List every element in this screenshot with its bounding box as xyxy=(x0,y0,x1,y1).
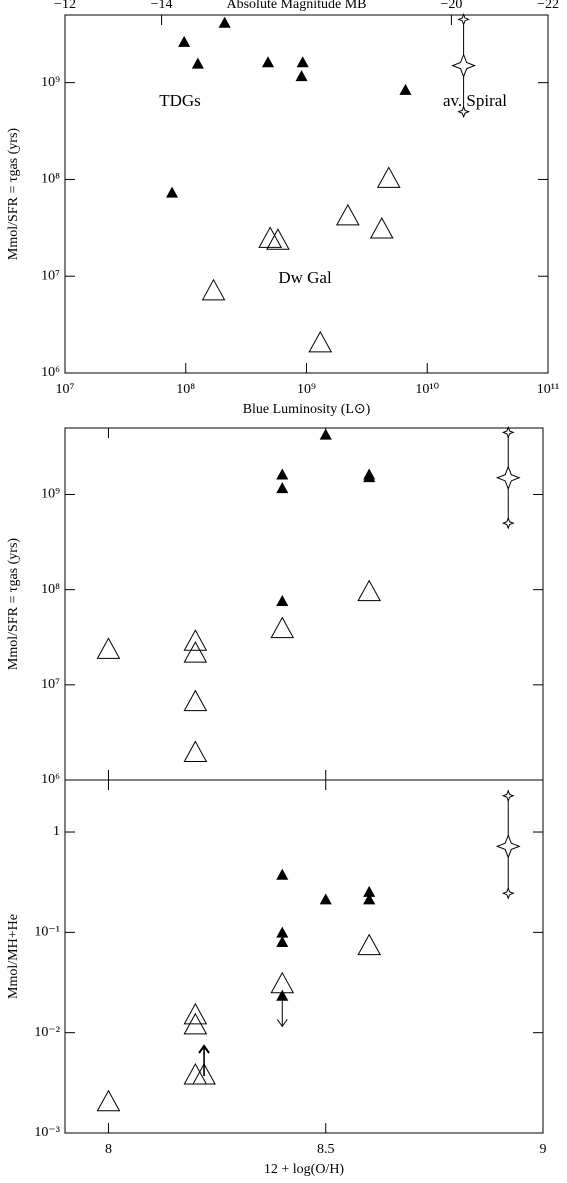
error-cap-high xyxy=(501,425,515,439)
point xyxy=(363,471,376,483)
point xyxy=(183,689,208,712)
y-tick-label: 10⁻¹ xyxy=(34,925,60,940)
point xyxy=(183,740,208,762)
point xyxy=(369,217,394,239)
annotation: TDGs xyxy=(159,91,201,110)
x-tick-label: 9 xyxy=(540,1142,547,1157)
point xyxy=(295,70,308,82)
point xyxy=(357,933,382,956)
x-tick-label: 8 xyxy=(105,1142,112,1157)
point xyxy=(218,16,231,28)
x-axis-title: 12 + log(O/H) xyxy=(264,1162,345,1177)
y-tick-label: 10⁷ xyxy=(41,677,60,692)
point xyxy=(363,893,376,905)
point xyxy=(276,594,289,606)
y-tick-label: 10⁷ xyxy=(41,268,60,283)
point xyxy=(183,1062,208,1085)
point xyxy=(308,330,333,353)
point xyxy=(336,203,360,226)
error-cap-low xyxy=(501,516,515,530)
y-tick-label: 10⁹ xyxy=(41,75,60,90)
point xyxy=(270,616,295,639)
error-cap-low xyxy=(457,105,470,119)
y-tick-label: 10⁸ xyxy=(41,172,60,187)
x2-tick-label: −12 xyxy=(54,0,76,12)
point xyxy=(258,226,282,248)
limit-arrow-head xyxy=(276,1019,288,1028)
x-tick-label: 10⁷ xyxy=(56,382,75,397)
annotation: av. Spiral xyxy=(443,91,507,110)
point xyxy=(261,56,275,68)
y-tick-label: 10⁸ xyxy=(41,582,60,597)
point xyxy=(96,1089,121,1112)
error-cap-low xyxy=(501,886,515,900)
x-axis-title: Blue Luminosity (L⊙) xyxy=(243,402,371,417)
point xyxy=(276,482,289,494)
y-tick-label: 10⁻³ xyxy=(34,1125,60,1140)
y-tick-label: 10⁶ xyxy=(41,365,60,380)
y-tick-label: 10⁹ xyxy=(41,487,60,502)
plot-frame xyxy=(64,779,544,1134)
point xyxy=(276,936,289,948)
point xyxy=(363,885,376,897)
y-axis-title: Mmol/MH+He xyxy=(6,914,21,999)
limit-arrow-head xyxy=(198,1044,210,1054)
point xyxy=(178,35,191,47)
y-axis-title: Mmol/SFR = τgas (yrs) xyxy=(6,128,21,260)
y-tick-label: 1 xyxy=(53,824,60,839)
x-tick-label: 10¹⁰ xyxy=(415,382,439,397)
x2-axis-title: Absolute Magnitude MB xyxy=(227,0,367,12)
plot-frame xyxy=(64,427,544,781)
point xyxy=(191,57,204,69)
x-tick-label: 8.5 xyxy=(317,1142,335,1157)
point xyxy=(357,579,382,602)
point xyxy=(451,53,476,78)
y-axis-title: Mmol/SFR = τgas (yrs) xyxy=(6,538,21,670)
y-tick-label: 10⁻² xyxy=(34,1025,60,1040)
point xyxy=(192,1062,216,1085)
x2-tick-label: −22 xyxy=(537,0,559,12)
x2-tick-label: −14 xyxy=(151,0,173,12)
point xyxy=(266,228,290,250)
point xyxy=(183,1012,208,1035)
point xyxy=(276,868,289,880)
x-tick-label: 10⁸ xyxy=(176,382,195,397)
point xyxy=(183,641,208,663)
plot-frame xyxy=(64,14,549,374)
point xyxy=(495,465,521,491)
x-tick-label: 10¹¹ xyxy=(537,382,559,397)
x-tick-label: 10⁹ xyxy=(297,382,316,397)
point xyxy=(165,186,179,198)
point xyxy=(399,83,412,95)
point xyxy=(276,468,289,480)
point xyxy=(319,893,332,905)
annotation: Dw Gal xyxy=(278,268,332,287)
point xyxy=(96,637,121,659)
point xyxy=(276,989,289,1001)
y-tick-label: 10⁶ xyxy=(41,772,60,787)
error-cap-high xyxy=(457,13,470,26)
x2-tick-label: −20 xyxy=(440,0,462,12)
point xyxy=(183,629,208,651)
point xyxy=(495,833,521,859)
point xyxy=(201,278,226,301)
point xyxy=(183,1002,208,1025)
point xyxy=(376,166,401,188)
error-cap-high xyxy=(501,789,515,803)
point xyxy=(276,926,289,938)
point xyxy=(296,56,309,68)
point xyxy=(319,428,332,440)
point xyxy=(270,971,295,994)
